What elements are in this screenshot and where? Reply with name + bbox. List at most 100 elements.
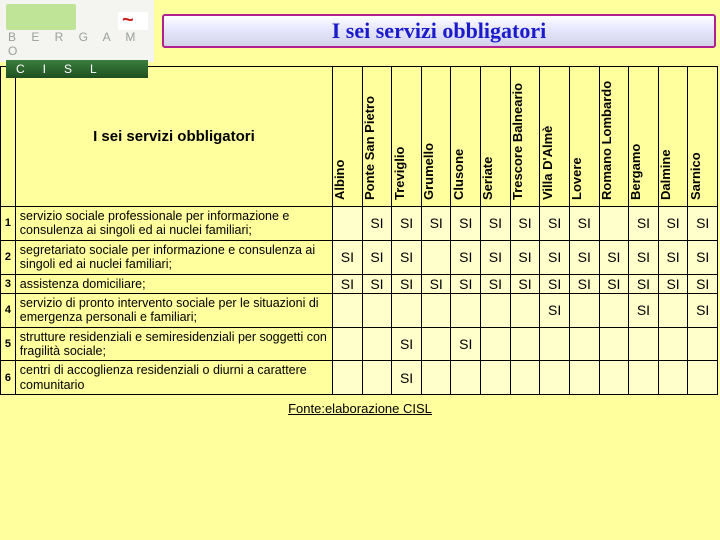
header: B E R G A M O CISL I sei servizi obbliga…	[0, 0, 720, 62]
city-header: Grumello	[421, 67, 451, 207]
row-description: servizio sociale professionale per infor…	[15, 207, 332, 241]
data-cell: SI	[392, 361, 422, 395]
data-cell: SI	[333, 240, 363, 274]
data-cell: SI	[392, 274, 422, 293]
data-cell	[510, 361, 540, 395]
data-cell	[481, 293, 511, 327]
data-cell	[362, 361, 392, 395]
city-header: Clusone	[451, 67, 481, 207]
logo-org-label: CISL	[6, 60, 148, 78]
table-title-cell: I sei servizi obbligatori	[15, 67, 332, 207]
data-cell	[362, 327, 392, 361]
data-cell	[421, 327, 451, 361]
services-table: I sei servizi obbligatori AlbinoPonte Sa…	[0, 62, 720, 395]
data-cell: SI	[451, 240, 481, 274]
city-label: Treviglio	[392, 147, 407, 200]
row-number: 3	[1, 274, 16, 293]
data-cell	[599, 361, 629, 395]
data-cell: SI	[540, 274, 570, 293]
city-label: Ponte San Pietro	[362, 96, 377, 200]
data-cell	[333, 327, 363, 361]
city-header: Treviglio	[392, 67, 422, 207]
data-cell	[451, 361, 481, 395]
data-cell: SI	[421, 274, 451, 293]
data-cell: SI	[421, 207, 451, 241]
data-cell	[569, 293, 599, 327]
data-cell: SI	[481, 240, 511, 274]
city-label: Villa D'Almè	[540, 126, 555, 200]
data-cell	[333, 361, 363, 395]
data-cell: SI	[629, 293, 659, 327]
table-row: 4servizio di pronto intervento sociale p…	[1, 293, 718, 327]
data-cell: SI	[451, 274, 481, 293]
data-cell: SI	[540, 240, 570, 274]
data-cell	[510, 327, 540, 361]
data-cell: SI	[362, 240, 392, 274]
city-header: Bergamo	[629, 67, 659, 207]
city-label: Trescore Balneario	[510, 83, 525, 200]
data-cell: SI	[362, 207, 392, 241]
data-cell	[421, 361, 451, 395]
data-cell	[658, 361, 688, 395]
city-header: Villa D'Almè	[540, 67, 570, 207]
skyline-icon	[6, 4, 76, 30]
city-label: Clusone	[451, 149, 466, 200]
data-cell: SI	[392, 240, 422, 274]
data-cell	[629, 361, 659, 395]
data-cell: SI	[451, 327, 481, 361]
data-cell: SI	[569, 207, 599, 241]
city-header: Sarnico	[688, 67, 718, 207]
row-number: 1	[1, 207, 16, 241]
row-number: 2	[1, 240, 16, 274]
table-row: 1servizio sociale professionale per info…	[1, 207, 718, 241]
city-header: Ponte San Pietro	[362, 67, 392, 207]
data-cell: SI	[451, 207, 481, 241]
page-title: I sei servizi obbligatori	[162, 14, 716, 48]
row-description: assistenza domiciliare;	[15, 274, 332, 293]
data-cell	[392, 293, 422, 327]
row-number: 4	[1, 293, 16, 327]
table-header-row: I sei servizi obbligatori AlbinoPonte Sa…	[1, 67, 718, 207]
data-cell: SI	[658, 274, 688, 293]
city-label: Bergamo	[628, 144, 643, 200]
city-header: Romano Lombardo	[599, 67, 629, 207]
city-header: Seriate	[481, 67, 511, 207]
data-cell: SI	[569, 274, 599, 293]
city-header: Dalmine	[658, 67, 688, 207]
table-row: 5strutture residenziali e semiresidenzia…	[1, 327, 718, 361]
data-cell	[569, 327, 599, 361]
data-cell: SI	[333, 274, 363, 293]
data-cell: SI	[688, 274, 718, 293]
data-cell: SI	[540, 207, 570, 241]
data-cell: SI	[481, 207, 511, 241]
data-cell: SI	[688, 293, 718, 327]
data-cell: SI	[569, 240, 599, 274]
city-label: Grumello	[421, 143, 436, 200]
city-header: Trescore Balneario	[510, 67, 540, 207]
data-cell	[599, 327, 629, 361]
data-cell: SI	[510, 274, 540, 293]
data-cell: SI	[599, 240, 629, 274]
city-label: Lovere	[569, 157, 584, 200]
row-description: servizio di pronto intervento sociale pe…	[15, 293, 332, 327]
data-cell	[629, 327, 659, 361]
data-cell: SI	[629, 207, 659, 241]
row-description: centri di accoglienza residenziali o diu…	[15, 361, 332, 395]
data-cell	[599, 207, 629, 241]
data-cell	[421, 240, 451, 274]
data-cell	[599, 293, 629, 327]
city-label: Seriate	[480, 157, 495, 200]
logo-city-label: B E R G A M O	[0, 30, 154, 58]
data-cell	[658, 327, 688, 361]
data-cell	[362, 293, 392, 327]
city-label: Romano Lombardo	[599, 81, 614, 200]
data-cell: SI	[629, 240, 659, 274]
city-label: Dalmine	[658, 149, 673, 200]
data-cell: SI	[510, 207, 540, 241]
data-cell	[481, 327, 511, 361]
city-header: Lovere	[569, 67, 599, 207]
data-cell	[658, 293, 688, 327]
data-cell: SI	[481, 274, 511, 293]
row-description: strutture residenziali e semiresidenzial…	[15, 327, 332, 361]
table-row: 3assistenza domiciliare;SISISISISISISISI…	[1, 274, 718, 293]
